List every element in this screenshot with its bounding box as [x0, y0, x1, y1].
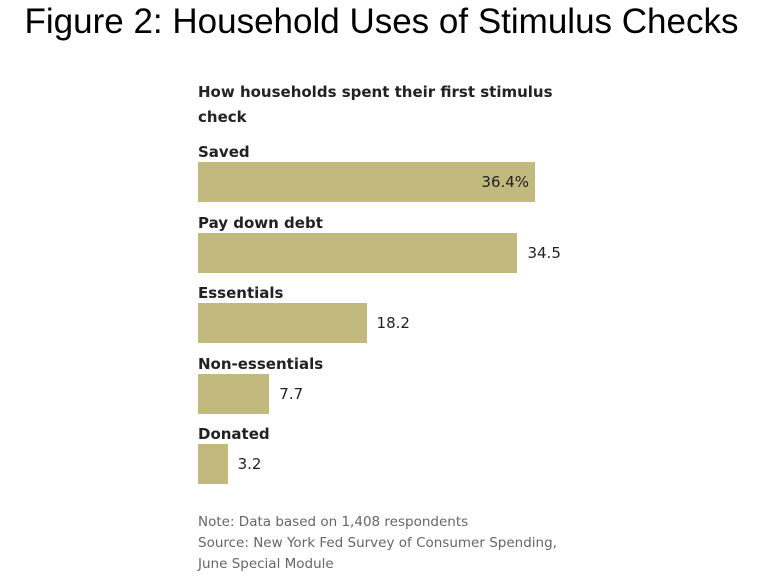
value-label: 3.2 [237, 455, 262, 473]
category-label: Pay down debt [198, 213, 323, 232]
bar [198, 303, 367, 343]
category-label: Non-essentials [198, 354, 324, 373]
source: Source: New York Fed Survey of Consumer … [198, 535, 557, 572]
value-label: 7.7 [279, 384, 304, 403]
bar [198, 444, 228, 484]
value-label: 36.4% [481, 173, 530, 191]
chart-title: Figure 2: Household Uses of Stimulus Che… [24, 2, 739, 41]
value-label: 34.5 [527, 243, 561, 262]
category-label: Essentials [198, 284, 284, 302]
chart-subtitle: How households spent their first stimulu… [198, 83, 553, 126]
bar [198, 232, 518, 273]
category-label: Donated [198, 425, 270, 443]
note: Note: Data based on 1,408 respondents [198, 514, 469, 530]
category-label: Saved [198, 143, 250, 161]
bar [198, 373, 270, 414]
value-label: 18.2 [376, 314, 410, 332]
bar [198, 162, 536, 202]
